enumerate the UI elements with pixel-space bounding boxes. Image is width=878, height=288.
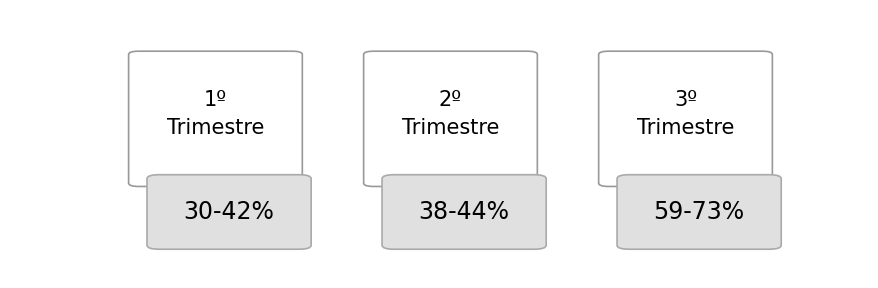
- FancyBboxPatch shape: [382, 175, 545, 249]
- Text: 38-44%: 38-44%: [418, 200, 509, 224]
- Text: 2º
Trimestre: 2º Trimestre: [401, 90, 499, 139]
- FancyBboxPatch shape: [147, 175, 311, 249]
- FancyBboxPatch shape: [598, 51, 772, 186]
- Text: 3º
Trimestre: 3º Trimestre: [636, 90, 733, 139]
- FancyBboxPatch shape: [363, 51, 536, 186]
- Text: 30-42%: 30-42%: [184, 200, 274, 224]
- FancyBboxPatch shape: [616, 175, 781, 249]
- Text: 1º
Trimestre: 1º Trimestre: [167, 90, 264, 139]
- FancyBboxPatch shape: [128, 51, 302, 186]
- Text: 59-73%: 59-73%: [653, 200, 744, 224]
